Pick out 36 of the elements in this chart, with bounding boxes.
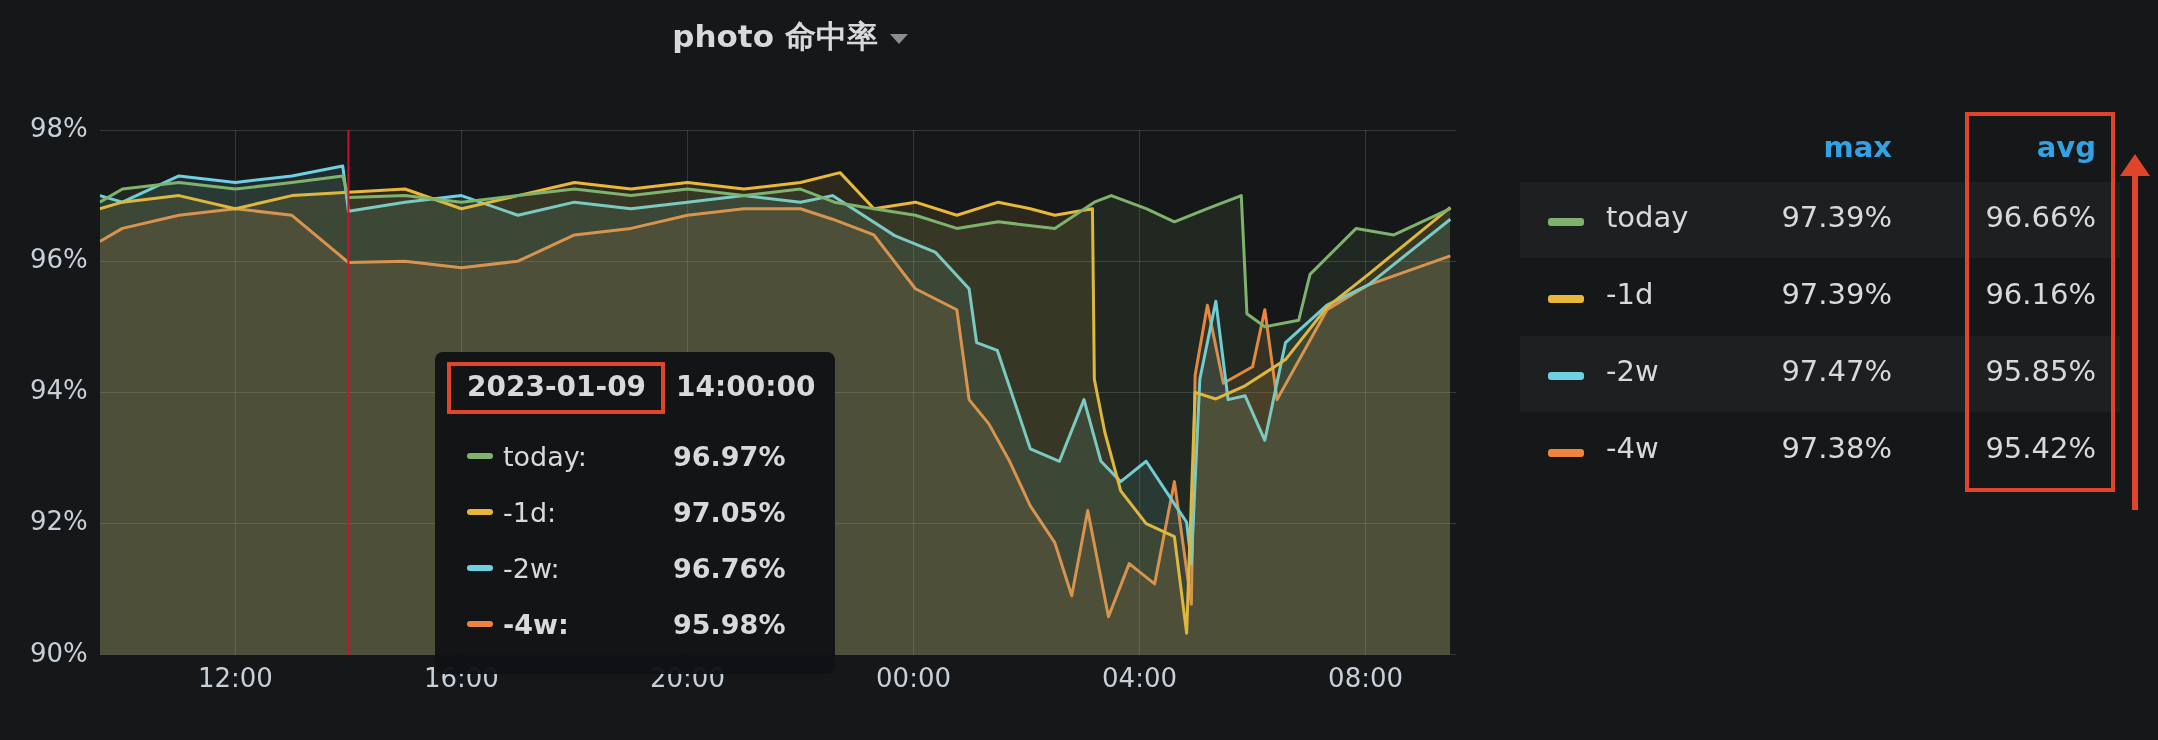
text: 97.38% [1781,431,1892,465]
annotation: -4w: [503,608,570,640]
text: 97.39% [1781,277,1892,311]
x-tick-label: 16:00 [423,663,499,694]
legend-label: -4w [1606,431,1659,465]
y-tick-label: 96% [29,243,88,274]
annotation: 97.05% [673,496,786,528]
chart-title: photo 命中率 [672,18,878,54]
y-tick-label: 92% [29,506,88,537]
y-tick-label: 94% [29,375,88,406]
text: 95.42% [1985,431,2096,465]
legend-label: -1d [1606,277,1654,311]
annotation: -1d: [503,496,558,528]
text: 95.85% [1985,354,2096,388]
text: avg [2036,130,2096,164]
annotation: -2w: [503,552,561,584]
annotation: 95.98% [673,608,786,640]
x-tick-label: 08:00 [1328,663,1404,694]
text: 96.66% [1985,200,2096,234]
annotation: 96.76% [673,552,786,584]
text: max [1823,130,1892,164]
x-tick-label: 20:00 [650,663,725,694]
y-tick-label: 90% [29,637,88,668]
annotation: today: [503,440,588,472]
x-tick-label: 12:00 [197,663,273,694]
x-tick-label: 04:00 [1102,663,1178,694]
annotation: 96.97% [673,440,786,472]
x-tick-label: 00:00 [876,663,951,694]
annotation: 14:00:00 [676,369,816,403]
y-tick-label: 98% [29,112,88,143]
text: 97.39% [1781,200,1892,234]
annotation: 2023-01-09 [466,368,648,405]
text: 97.47% [1781,354,1892,388]
legend-label: today [1606,200,1689,234]
text: 96.16% [1985,277,2096,311]
legend-label: -2w [1606,354,1659,388]
